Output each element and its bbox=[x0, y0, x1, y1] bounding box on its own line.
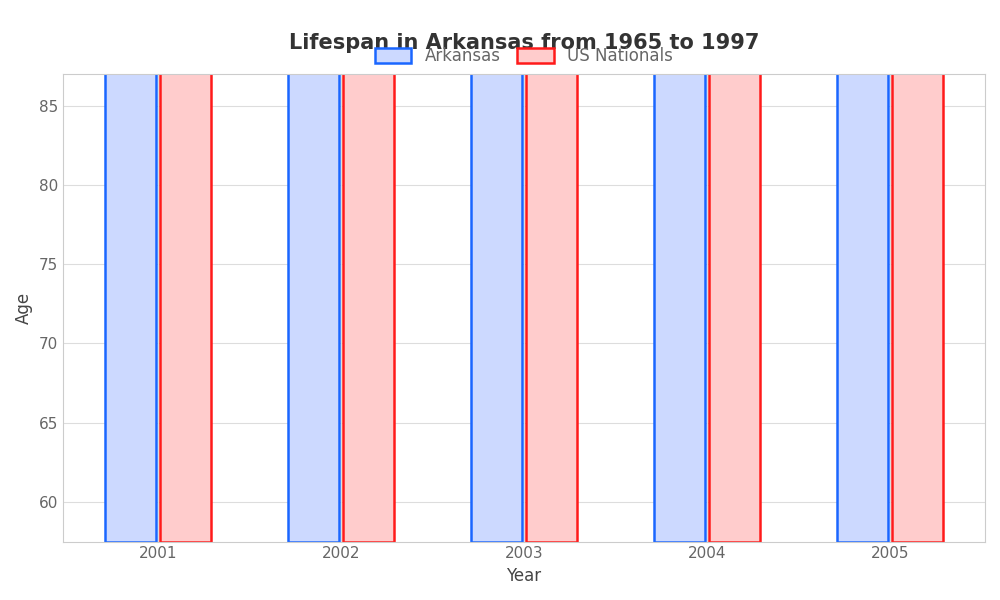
Bar bbox=[654, 0, 705, 542]
Bar bbox=[343, 0, 394, 542]
Bar bbox=[526, 0, 577, 542]
Y-axis label: Age: Age bbox=[15, 292, 33, 324]
Bar bbox=[837, 0, 888, 542]
Bar bbox=[105, 0, 156, 542]
Bar bbox=[471, 0, 522, 542]
Bar bbox=[709, 0, 760, 542]
Bar bbox=[288, 0, 339, 542]
X-axis label: Year: Year bbox=[506, 567, 541, 585]
Title: Lifespan in Arkansas from 1965 to 1997: Lifespan in Arkansas from 1965 to 1997 bbox=[289, 33, 759, 53]
Bar bbox=[160, 0, 211, 542]
Bar bbox=[892, 0, 943, 542]
Legend: Arkansas, US Nationals: Arkansas, US Nationals bbox=[368, 40, 680, 71]
